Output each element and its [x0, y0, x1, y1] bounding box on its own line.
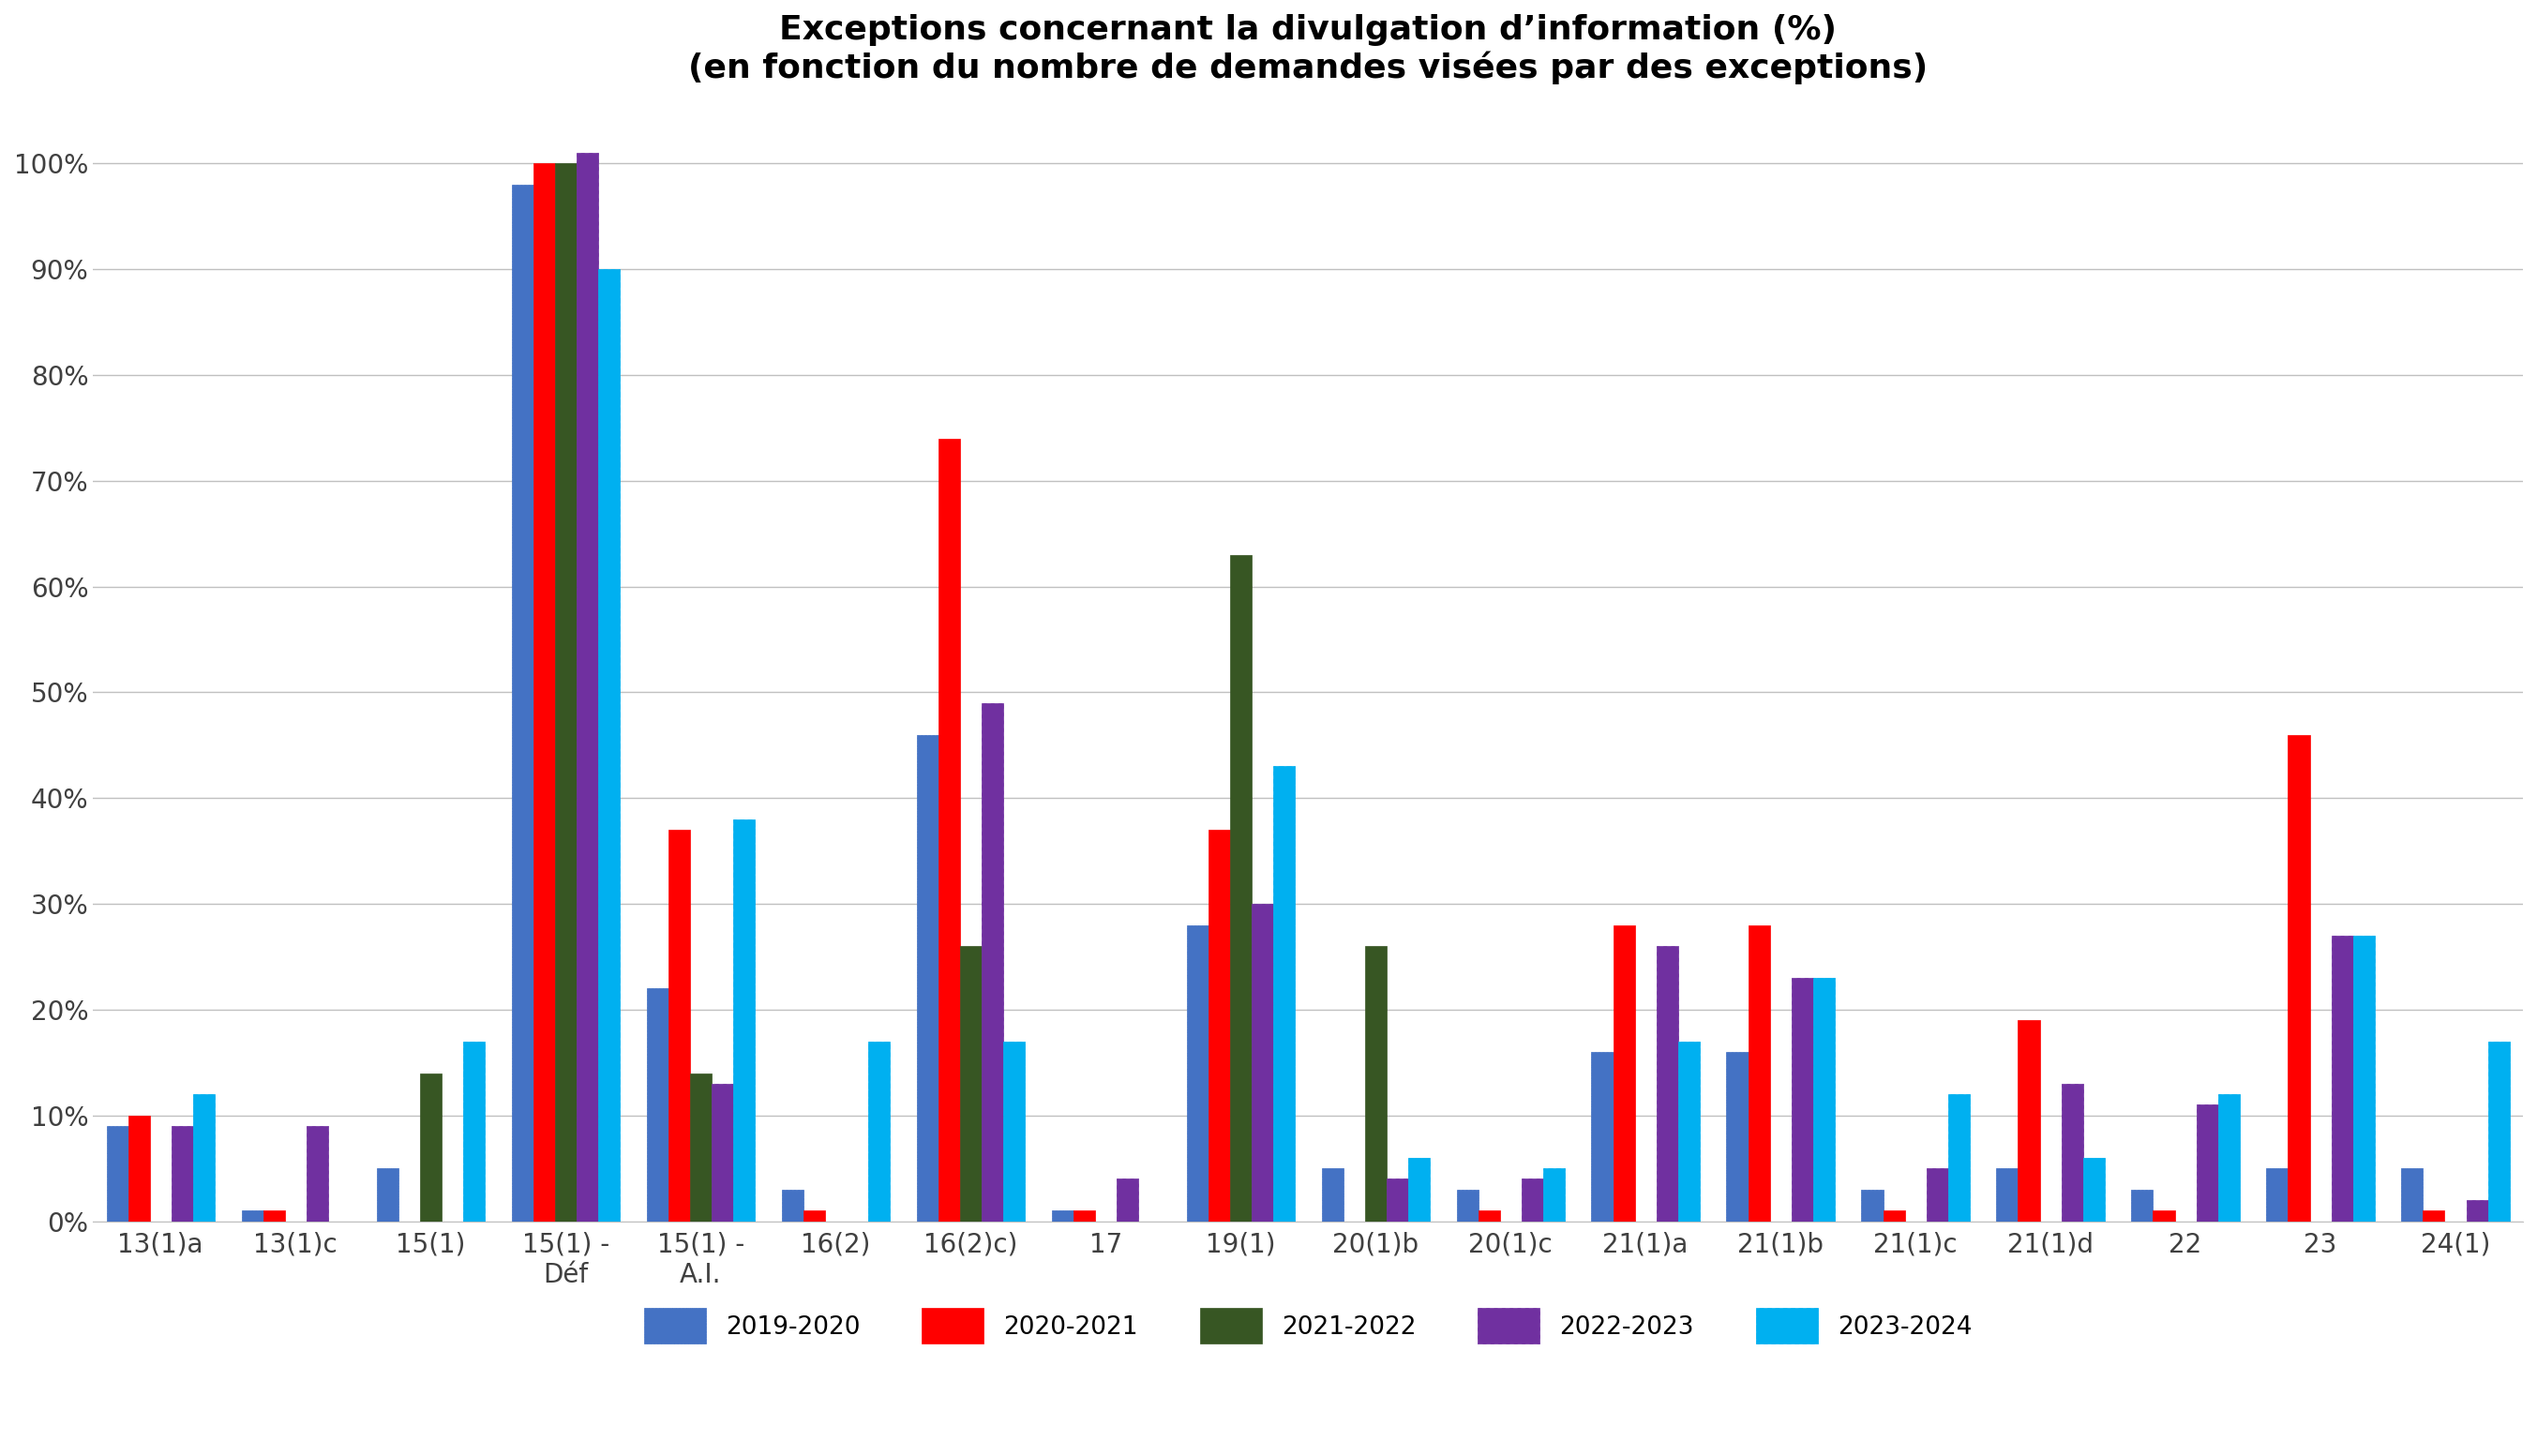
Bar — [1230, 555, 1251, 1222]
Bar — [1116, 1179, 1139, 1222]
Bar — [1948, 1095, 1969, 1222]
Bar — [1814, 978, 1834, 1222]
Bar — [512, 185, 533, 1222]
Legend: 2019-2020, 2020-2021, 2021-2022, 2022-2023, 2023-2024: 2019-2020, 2020-2021, 2021-2022, 2022-20… — [634, 1299, 1981, 1353]
Bar — [1677, 1041, 1700, 1222]
Bar — [2423, 1210, 2446, 1222]
Bar — [2217, 1095, 2240, 1222]
Bar — [667, 830, 690, 1222]
Bar — [2060, 1083, 2083, 1222]
Bar — [2154, 1210, 2174, 1222]
Bar — [690, 1073, 710, 1222]
Bar — [804, 1210, 825, 1222]
Bar — [2288, 735, 2309, 1222]
Bar — [129, 1115, 150, 1222]
Bar — [1591, 1053, 1614, 1222]
Bar — [1728, 1053, 1748, 1222]
Bar — [533, 163, 556, 1222]
Bar — [1208, 830, 1230, 1222]
Bar — [1274, 766, 1294, 1222]
Bar — [1385, 1179, 1408, 1222]
Bar — [599, 269, 619, 1222]
Bar — [916, 735, 939, 1222]
Bar — [1187, 925, 1208, 1222]
Bar — [2332, 936, 2352, 1222]
Bar — [781, 1190, 804, 1222]
Bar — [1926, 1168, 1948, 1222]
Bar — [1479, 1210, 1499, 1222]
Bar — [1002, 1041, 1025, 1222]
Bar — [1542, 1168, 1565, 1222]
Bar — [1408, 1158, 1428, 1222]
Bar — [556, 163, 576, 1222]
Bar — [1073, 1210, 1093, 1222]
Bar — [2083, 1158, 2106, 1222]
Bar — [2131, 1190, 2154, 1222]
Bar — [2352, 936, 2375, 1222]
Bar — [1251, 904, 1274, 1222]
Bar — [419, 1073, 441, 1222]
Bar — [1997, 1168, 2017, 1222]
Bar — [1748, 925, 1771, 1222]
Bar — [241, 1210, 264, 1222]
Bar — [107, 1125, 129, 1222]
Bar — [1522, 1179, 1542, 1222]
Title: Exceptions concernant la divulgation d’information (%)
(en fonction du nombre de: Exceptions concernant la divulgation d’i… — [688, 15, 1928, 84]
Bar — [307, 1125, 327, 1222]
Bar — [193, 1095, 216, 1222]
Bar — [173, 1125, 193, 1222]
Bar — [1365, 946, 1385, 1222]
Bar — [264, 1210, 284, 1222]
Bar — [2489, 1041, 2509, 1222]
Bar — [375, 1168, 398, 1222]
Bar — [1614, 925, 1634, 1222]
Bar — [1322, 1168, 1342, 1222]
Bar — [462, 1041, 485, 1222]
Bar — [939, 438, 959, 1222]
Bar — [982, 703, 1002, 1222]
Bar — [2197, 1105, 2217, 1222]
Bar — [1791, 978, 1814, 1222]
Bar — [2017, 1021, 2040, 1222]
Bar — [959, 946, 982, 1222]
Bar — [1456, 1190, 1479, 1222]
Bar — [576, 153, 599, 1222]
Bar — [1882, 1210, 1905, 1222]
Bar — [2403, 1168, 2423, 1222]
Bar — [2466, 1200, 2489, 1222]
Bar — [1657, 946, 1677, 1222]
Bar — [647, 989, 667, 1222]
Bar — [1050, 1210, 1073, 1222]
Bar — [1862, 1190, 1882, 1222]
Bar — [868, 1041, 890, 1222]
Bar — [710, 1083, 733, 1222]
Bar — [733, 820, 753, 1222]
Bar — [2266, 1168, 2288, 1222]
